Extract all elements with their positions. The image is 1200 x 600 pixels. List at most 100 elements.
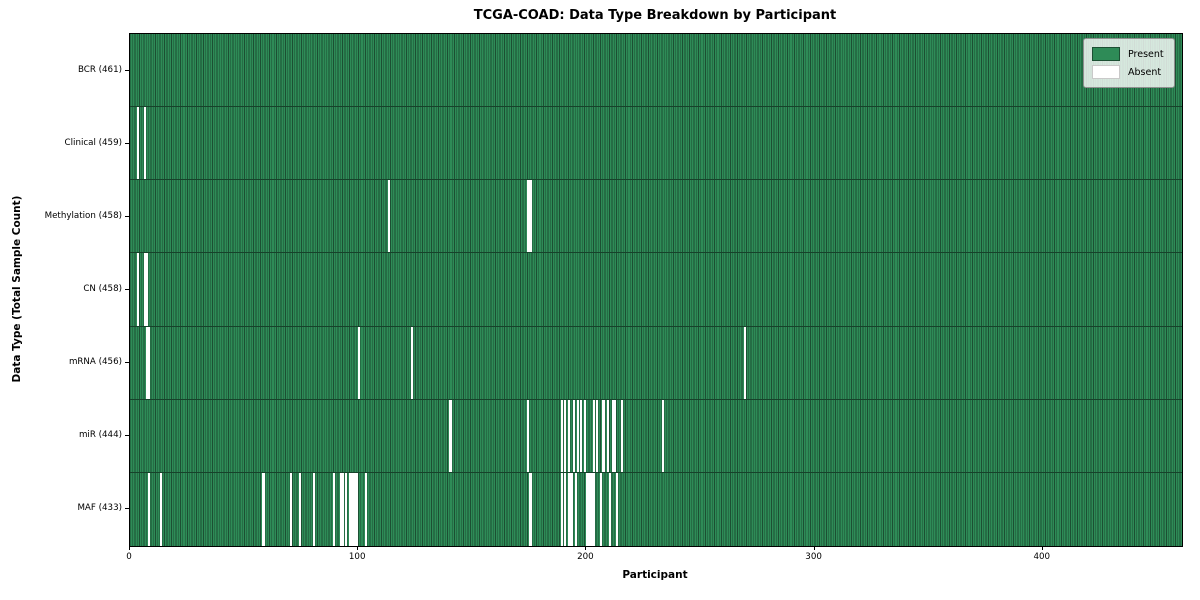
absent-mark [136, 253, 139, 326]
absent-mark [611, 399, 614, 472]
absent-mark [449, 399, 452, 472]
legend-label-absent: Absent [1128, 66, 1162, 78]
absent-mark [574, 472, 578, 546]
absent-mark [606, 399, 610, 472]
y-tick-mark [125, 289, 129, 290]
legend-label-present: Present [1128, 48, 1164, 60]
absent-mark [590, 472, 594, 546]
heatmap-row-cn [130, 253, 1182, 327]
absent-mark [600, 472, 603, 546]
absent-mark [136, 107, 139, 180]
heatmap-row-bcr [130, 34, 1182, 108]
absent-mark [593, 399, 596, 472]
absent-mark [355, 472, 359, 546]
heatmap-row-maf [130, 472, 1182, 546]
absent-mark [527, 180, 530, 253]
y-tick-mark [125, 508, 129, 510]
absent-mark [365, 472, 368, 546]
x-tick-label-0: 0 [126, 552, 132, 562]
legend-item-absent: Absent [1092, 63, 1166, 81]
y-tick-label-methylation: Methylation (458) [44, 210, 122, 221]
y-tick-mark [125, 69, 129, 71]
absent-swatch [1092, 65, 1120, 79]
heatmap-row-methylation [130, 180, 1182, 254]
x-tick-label-200: 200 [577, 552, 594, 562]
absent-mark [602, 399, 605, 472]
absent-mark [661, 399, 664, 472]
plot-area [129, 33, 1183, 547]
absent-mark [609, 472, 612, 546]
absent-mark [410, 326, 413, 399]
x-tick-mark [357, 546, 359, 550]
absent-mark [616, 472, 619, 546]
legend: Present Absent [1083, 38, 1175, 88]
legend-item-present: Present [1092, 45, 1166, 63]
x-tick-mark [813, 546, 815, 550]
x-tick-mark [585, 546, 587, 550]
absent-mark [344, 472, 347, 546]
absent-mark [620, 399, 623, 472]
y-tick-label-mrna: mRNA (456) [68, 357, 122, 368]
absent-mark [262, 472, 265, 546]
y-tick-label-maf: MAF (433) [77, 503, 122, 514]
absent-mark [353, 472, 356, 546]
absent-mark [349, 472, 352, 546]
absent-mark [312, 472, 315, 546]
y-tick-label-cn: CN (458) [83, 284, 122, 294]
absent-mark [289, 472, 292, 546]
absent-mark [584, 399, 587, 472]
y-axis-label: Data Type (Total Sample Count) [11, 195, 23, 383]
absent-mark [298, 472, 302, 546]
present-swatch [1092, 47, 1120, 61]
absent-mark [342, 472, 345, 546]
absent-mark [529, 472, 532, 546]
absent-mark [743, 326, 747, 399]
absent-mark [148, 472, 151, 546]
absent-mark [577, 399, 580, 472]
heatmap-row-mir [130, 399, 1182, 473]
y-tick-mark [125, 215, 129, 217]
absent-mark [563, 472, 566, 546]
absent-mark [579, 399, 582, 472]
absent-mark [568, 399, 571, 472]
y-tick-mark [125, 362, 129, 364]
x-tick-mark [129, 546, 130, 550]
absent-mark [527, 399, 530, 472]
absent-mark [351, 472, 354, 546]
absent-mark [148, 326, 151, 399]
x-tick-label-300: 300 [805, 552, 822, 562]
absent-mark [358, 326, 361, 399]
absent-mark [563, 399, 566, 472]
absent-mark [572, 399, 575, 472]
heatmap-row-clinical [130, 107, 1182, 181]
absent-mark [588, 472, 591, 546]
absent-mark [613, 399, 616, 472]
absent-mark [595, 399, 598, 472]
y-tick-mark [125, 142, 129, 144]
absent-mark [561, 399, 564, 472]
x-tick-mark [1041, 546, 1043, 550]
y-tick-label-mir: miR (444) [78, 430, 122, 441]
absent-mark [586, 472, 589, 546]
x-tick-label-100: 100 [348, 552, 366, 562]
x-axis-label: Participant [622, 569, 688, 581]
y-tick-mark [125, 435, 129, 437]
absent-mark [561, 472, 564, 546]
absent-mark [387, 180, 391, 253]
absent-mark [593, 472, 596, 546]
absent-mark [159, 472, 162, 546]
absent-mark [529, 180, 532, 253]
x-tick-label-400: 400 [1033, 552, 1051, 562]
chart-title: TCGA-COAD: Data Type Breakdown by Partic… [473, 8, 837, 23]
absent-mark [143, 107, 146, 180]
absent-mark [145, 253, 149, 326]
y-tick-label-bcr: BCR (461) [77, 64, 122, 75]
y-tick-label-clinical: Clinical (459) [64, 137, 122, 148]
absent-mark [568, 472, 571, 546]
absent-mark [145, 326, 149, 399]
heatmap-row-mrna [130, 326, 1182, 400]
absent-mark [333, 472, 336, 546]
absent-mark [570, 472, 573, 546]
absent-mark [339, 472, 343, 546]
